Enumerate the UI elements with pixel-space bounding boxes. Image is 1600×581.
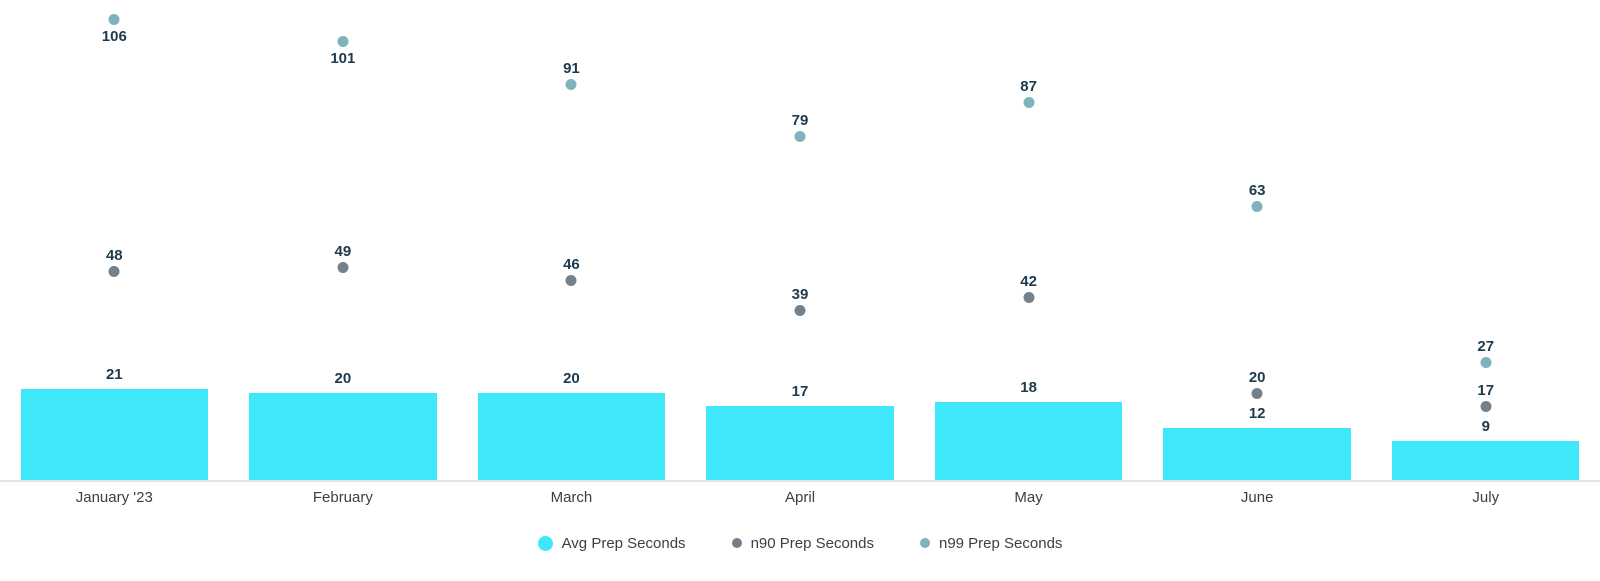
legend-marker-icon	[731, 538, 742, 548]
dot-value-label: 87	[1020, 77, 1037, 95]
dot-n90-prep-seconds[interactable]	[565, 274, 577, 286]
x-axis-label-february: February	[312, 489, 373, 506]
x-axis-label-may: May	[1014, 489, 1043, 506]
dot-value-label: 91	[563, 60, 580, 78]
dot-value-label: 20	[1248, 368, 1266, 386]
legend-marker-icon	[919, 538, 930, 548]
dot-n99-prep-seconds[interactable]	[108, 14, 120, 26]
bar-avg-prep-seconds[interactable]	[20, 388, 208, 480]
dot-n99-prep-seconds[interactable]	[1023, 96, 1035, 108]
bar-value-label: 17	[791, 383, 809, 401]
dot-value-label: 39	[791, 286, 809, 304]
bar-value-label: 18	[1020, 378, 1037, 396]
legend-label: n90 Prep Seconds	[750, 534, 874, 552]
dot-n90-prep-seconds[interactable]	[337, 261, 349, 273]
bar-avg-prep-seconds[interactable]	[477, 393, 666, 480]
legend-item-n90-prep-seconds[interactable]: n90 Prep Seconds	[731, 534, 874, 552]
plot-area: 21 48 106 20 49 101 20 46 91 17 39 79 18 42 87 12 20 63 9 1…	[0, 0, 1600, 482]
dot-value-label: 27	[1477, 338, 1495, 356]
bar-value-label: 20	[334, 370, 352, 388]
bar-value-label: 21	[105, 365, 123, 383]
chart-column-june: 12 20 63	[1143, 0, 1372, 480]
chart-column-february: 20 49 101	[229, 0, 458, 480]
dot-value-label: 17	[1477, 381, 1495, 399]
legend-item-n99-prep-seconds[interactable]: n99 Prep Seconds	[919, 534, 1063, 552]
x-axis-label-july: July	[1472, 489, 1500, 506]
dot-n99-prep-seconds[interactable]	[565, 79, 577, 91]
dot-n99-prep-seconds[interactable]	[1251, 200, 1263, 212]
dot-n90-prep-seconds[interactable]	[1480, 400, 1492, 412]
legend: Avg Prep Seconds n90 Prep Seconds n99 Prep…	[0, 532, 1600, 554]
dot-value-label: 79	[791, 112, 809, 130]
legend-label: Avg Prep Seconds	[561, 534, 686, 552]
x-axis-label-january-23: January '23	[75, 489, 153, 506]
dot-n99-prep-seconds[interactable]	[794, 131, 806, 143]
dot-value-label: 106	[101, 28, 127, 46]
legend-item-avg-prep-seconds[interactable]: Avg Prep Seconds	[537, 534, 686, 552]
dot-n99-prep-seconds[interactable]	[1480, 357, 1492, 369]
dot-value-label: 42	[1020, 273, 1037, 291]
dot-n99-prep-seconds[interactable]	[337, 35, 349, 47]
chart-column-july: 9 17 27	[1371, 0, 1600, 480]
bar-value-label: 20	[563, 370, 580, 388]
legend-marker-icon	[537, 535, 553, 551]
dot-value-label: 101	[330, 49, 356, 67]
dot-value-label: 49	[334, 242, 352, 260]
bar-avg-prep-seconds[interactable]	[706, 406, 894, 480]
bar-avg-prep-seconds[interactable]	[249, 393, 437, 480]
dot-n90-prep-seconds[interactable]	[1251, 387, 1263, 399]
dot-n90-prep-seconds[interactable]	[108, 266, 120, 278]
x-axis-label-april: April	[785, 489, 816, 506]
bar-avg-prep-seconds[interactable]	[1392, 440, 1580, 480]
bar-value-label: 9	[1481, 417, 1490, 435]
bar-avg-prep-seconds[interactable]	[1163, 427, 1351, 480]
x-axis-label-june: June	[1240, 489, 1274, 506]
chart-column-january-23: 21 48 106	[0, 0, 229, 480]
dot-value-label: 46	[563, 255, 580, 273]
chart-column-april: 17 39 79	[686, 0, 915, 480]
x-axis: January '23 February March April May June July	[0, 482, 1600, 516]
legend-label: n99 Prep Seconds	[938, 534, 1063, 552]
dot-n90-prep-seconds[interactable]	[794, 305, 806, 317]
chart-column-may: 18 42 87	[914, 0, 1143, 480]
dot-n90-prep-seconds[interactable]	[1023, 292, 1035, 304]
dot-value-label: 48	[105, 247, 123, 265]
dot-value-label: 63	[1248, 181, 1266, 199]
x-axis-label-march: March	[550, 489, 593, 506]
chart-column-march: 20 46 91	[457, 0, 686, 480]
bar-avg-prep-seconds[interactable]	[934, 401, 1123, 480]
bar-value-label: 12	[1248, 404, 1266, 422]
